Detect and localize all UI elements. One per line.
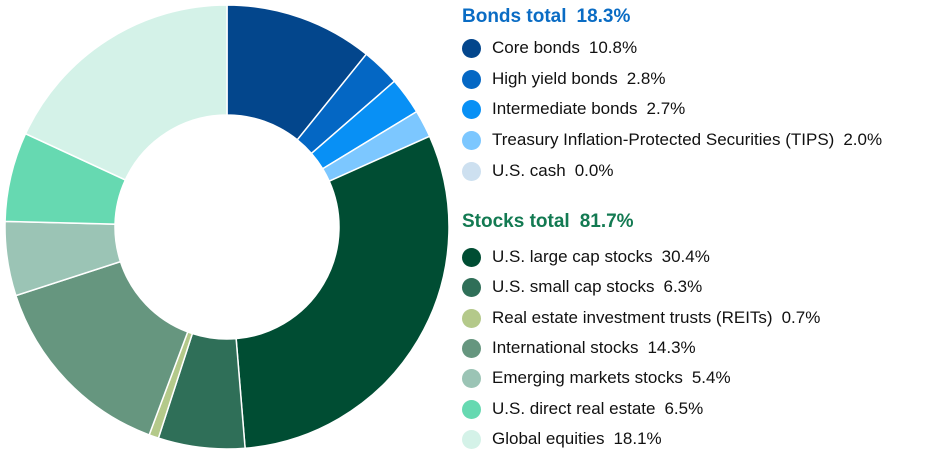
legend-label: Real estate investment trusts (REITs) (492, 308, 773, 327)
legend-value: 6.5% (664, 399, 704, 418)
donut-chart (4, 4, 450, 450)
bonds-group-title: Bonds total 18.3% (462, 6, 630, 28)
legend-label: Intermediate bonds (492, 99, 638, 118)
legend-swatch (462, 130, 481, 150)
bonds-total-value: 18.3% (576, 6, 631, 27)
legend-value: 14.3% (647, 338, 696, 357)
legend-item: U.S. small cap stocks 6.3% (462, 276, 702, 298)
legend-swatch (462, 277, 481, 297)
legend-value: 10.8% (588, 38, 638, 57)
legend-item: Real estate investment trusts (REITs) 0.7… (462, 307, 820, 329)
legend-value: 30.4% (661, 247, 710, 266)
legend-value: 2.8% (626, 69, 666, 88)
legend-item: U.S. cash 0.0% (462, 160, 613, 182)
legend-swatch (462, 69, 481, 89)
legend-swatch (462, 247, 481, 267)
legend-value: 6.3% (663, 277, 703, 296)
legend-label: U.S. direct real estate (492, 399, 656, 418)
legend-item: International stocks 14.3% (462, 337, 696, 359)
stocks-group-title: Stocks total 81.7% (462, 211, 634, 233)
legend-swatch (462, 368, 481, 388)
legend-label: U.S. large cap stocks (492, 247, 653, 266)
legend-value: 0.0% (574, 161, 614, 180)
bonds-total-label: Bonds total (462, 6, 567, 27)
legend-swatch (462, 338, 481, 358)
donut-slice-international-stocks (14, 260, 189, 436)
legend-label: Treasury Inflation-Protected Securities … (492, 130, 835, 149)
legend-item: High yield bonds 2.8% (462, 68, 665, 90)
legend-item: Emerging markets stocks 5.4% (462, 367, 731, 389)
legend-label: U.S. cash (492, 161, 566, 180)
legend-item: Intermediate bonds 2.7% (462, 98, 685, 120)
legend-item: Treasury Inflation-Protected Securities … (462, 129, 882, 151)
legend-value: 2.7% (646, 99, 686, 118)
donut-slice-global-equities (24, 4, 228, 181)
legend-label: Global equities (492, 429, 605, 448)
legend-swatch (462, 99, 481, 119)
legend-value: 2.0% (843, 130, 883, 149)
legend-label: International stocks (492, 338, 639, 357)
legend-swatch (462, 308, 481, 328)
legend-swatch (462, 399, 481, 419)
legend-item: U.S. large cap stocks 30.4% (462, 246, 710, 268)
legend-value: 0.7% (781, 308, 821, 327)
stocks-total-label: Stocks total (462, 211, 570, 232)
legend-swatch (462, 38, 481, 58)
legend-value: 18.1% (613, 429, 662, 448)
legend-label: Emerging markets stocks (492, 368, 683, 387)
legend-item: U.S. direct real estate 6.5% (462, 398, 703, 420)
legend-item: Global equities 18.1% (462, 428, 662, 450)
legend-item: Core bonds 10.8% (462, 37, 637, 59)
legend-label: High yield bonds (492, 69, 618, 88)
donut-slice-u-s-large-cap-stocks (235, 135, 450, 450)
stocks-total-value: 81.7% (579, 211, 634, 232)
legend-swatch (462, 161, 481, 181)
legend-label: U.S. small cap stocks (492, 277, 655, 296)
legend-swatch (462, 429, 481, 449)
legend-label: Core bonds (492, 38, 580, 57)
legend-value: 5.4% (691, 368, 731, 387)
